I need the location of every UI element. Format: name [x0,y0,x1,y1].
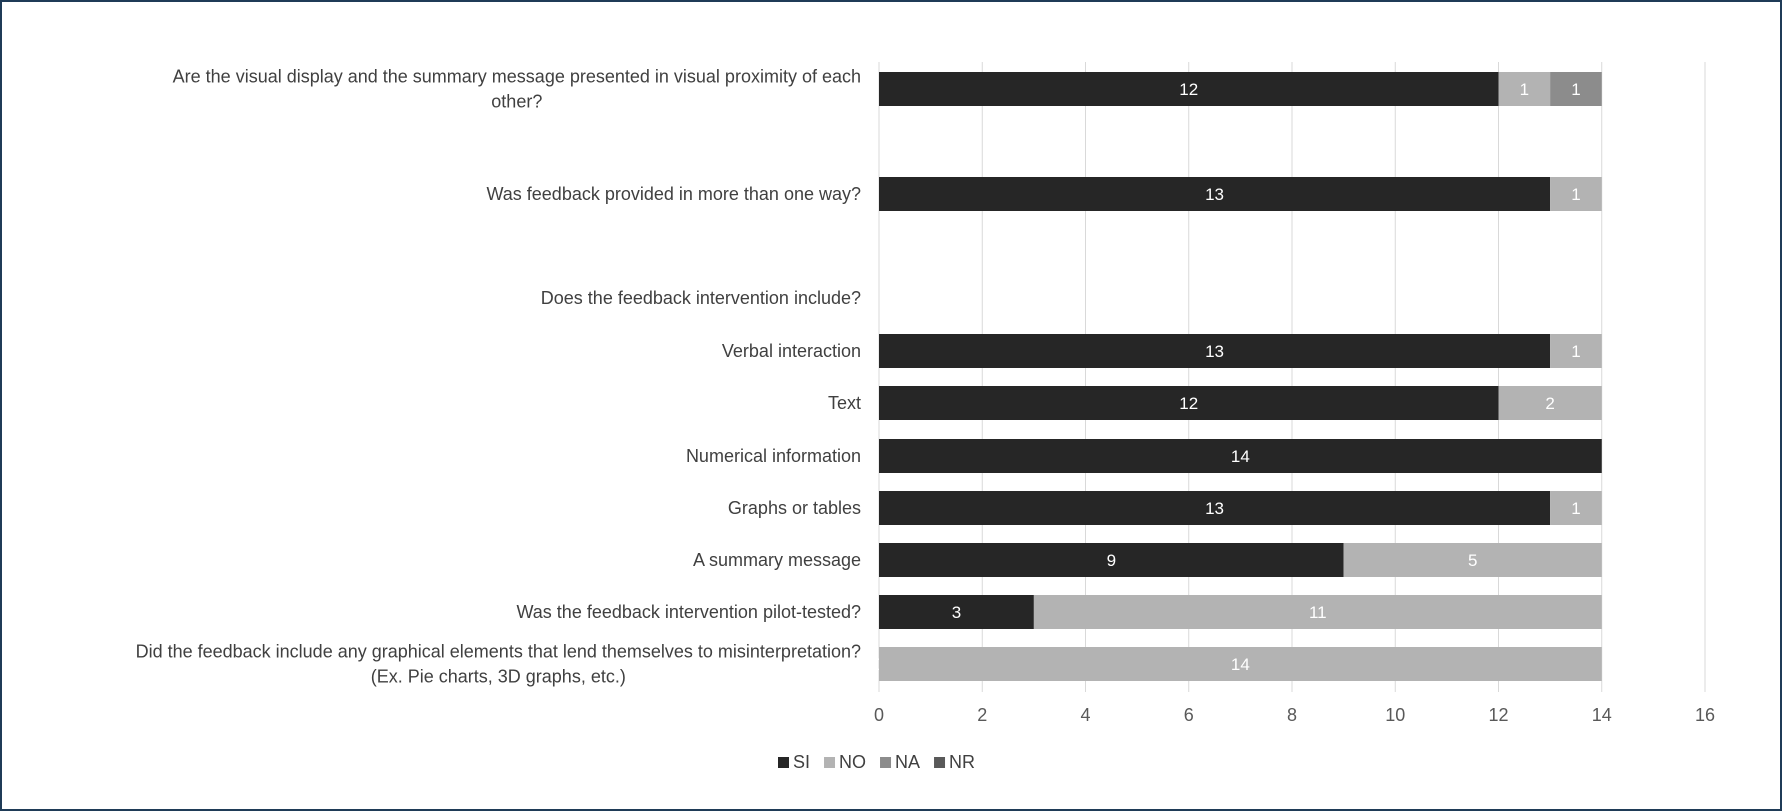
data-label: 1 [1571,185,1580,204]
legend-label: NO [839,752,866,772]
legend-swatch-na [880,757,892,768]
category-label: Was feedback provided in more than one w… [486,184,861,204]
bar-na [1550,72,1602,106]
bars: 12111311311221413195311014 [874,72,1602,681]
data-label: 13 [1205,185,1224,204]
legend-label: SI [793,752,810,772]
data-label: 13 [1205,342,1224,361]
bar-si [879,491,1551,525]
legend-label: NA [895,752,920,772]
bar-no [1550,491,1602,525]
data-label: 14 [1231,655,1250,674]
x-tick-label: 6 [1184,705,1194,725]
bar-no [1550,177,1602,211]
bar-si [879,439,1602,473]
category-label: A summary message [693,550,861,570]
data-label: 13 [1205,499,1224,518]
x-tick-label: 10 [1385,705,1405,725]
bar-si [879,334,1551,368]
bar-no [1033,595,1602,629]
data-label: 9 [1107,551,1116,570]
data-label: 11 [1309,603,1327,622]
x-tick-label: 14 [1592,705,1612,725]
data-label: 14 [1231,447,1250,466]
category-label: Verbal interaction [722,341,861,361]
legend-label: NR [949,752,975,772]
bar-no [1343,543,1602,577]
x-tick-label: 8 [1287,705,1297,725]
data-label: 1 [1571,499,1580,518]
category-label: Was the feedback intervention pilot-test… [516,602,861,622]
data-label: 2 [1545,394,1554,413]
bar-si [879,72,1499,106]
category-label: Graphs or tables [728,498,861,518]
bar-no [879,647,1602,681]
bar-no [1498,72,1551,106]
category-label: (Ex. Pie charts, 3D graphs, etc.) [371,667,626,687]
legend-swatch-no [824,757,836,768]
data-label: 5 [1468,551,1477,570]
bar-si [879,543,1344,577]
legend-swatch-nr [934,757,946,768]
category-label: Text [828,393,861,413]
bar-no [1498,386,1602,420]
data-label: 12 [1179,80,1198,99]
x-tick-label: 16 [1695,705,1715,725]
x-axis-ticks: 0 2 4 6 8 10 12 14 16 [874,705,1715,725]
gridlines [878,62,1706,692]
category-label: Does the feedback intervention include? [541,288,861,308]
x-tick-label: 2 [977,705,987,725]
bar-si [879,386,1499,420]
bar-no [1550,334,1602,368]
bar-si [879,595,1034,629]
x-tick-label: 0 [874,705,884,725]
category-labels: Are the visual display and the summary m… [136,67,861,687]
data-label: 1 [1571,80,1580,99]
data-label: 12 [1179,394,1198,413]
x-tick-label: 12 [1488,705,1508,725]
data-label: 3 [952,603,961,622]
data-label: 1 [1520,80,1529,99]
x-tick-label: 4 [1080,705,1090,725]
legend: SI NO NA NR [778,752,975,772]
category-label: Numerical information [686,446,861,466]
category-label: other? [491,92,542,112]
bar-si [879,177,1551,211]
category-label: Are the visual display and the summary m… [173,67,861,87]
data-label: 1 [1571,342,1580,361]
category-label: Did the feedback include any graphical e… [136,642,861,662]
legend-swatch-si [778,757,789,768]
